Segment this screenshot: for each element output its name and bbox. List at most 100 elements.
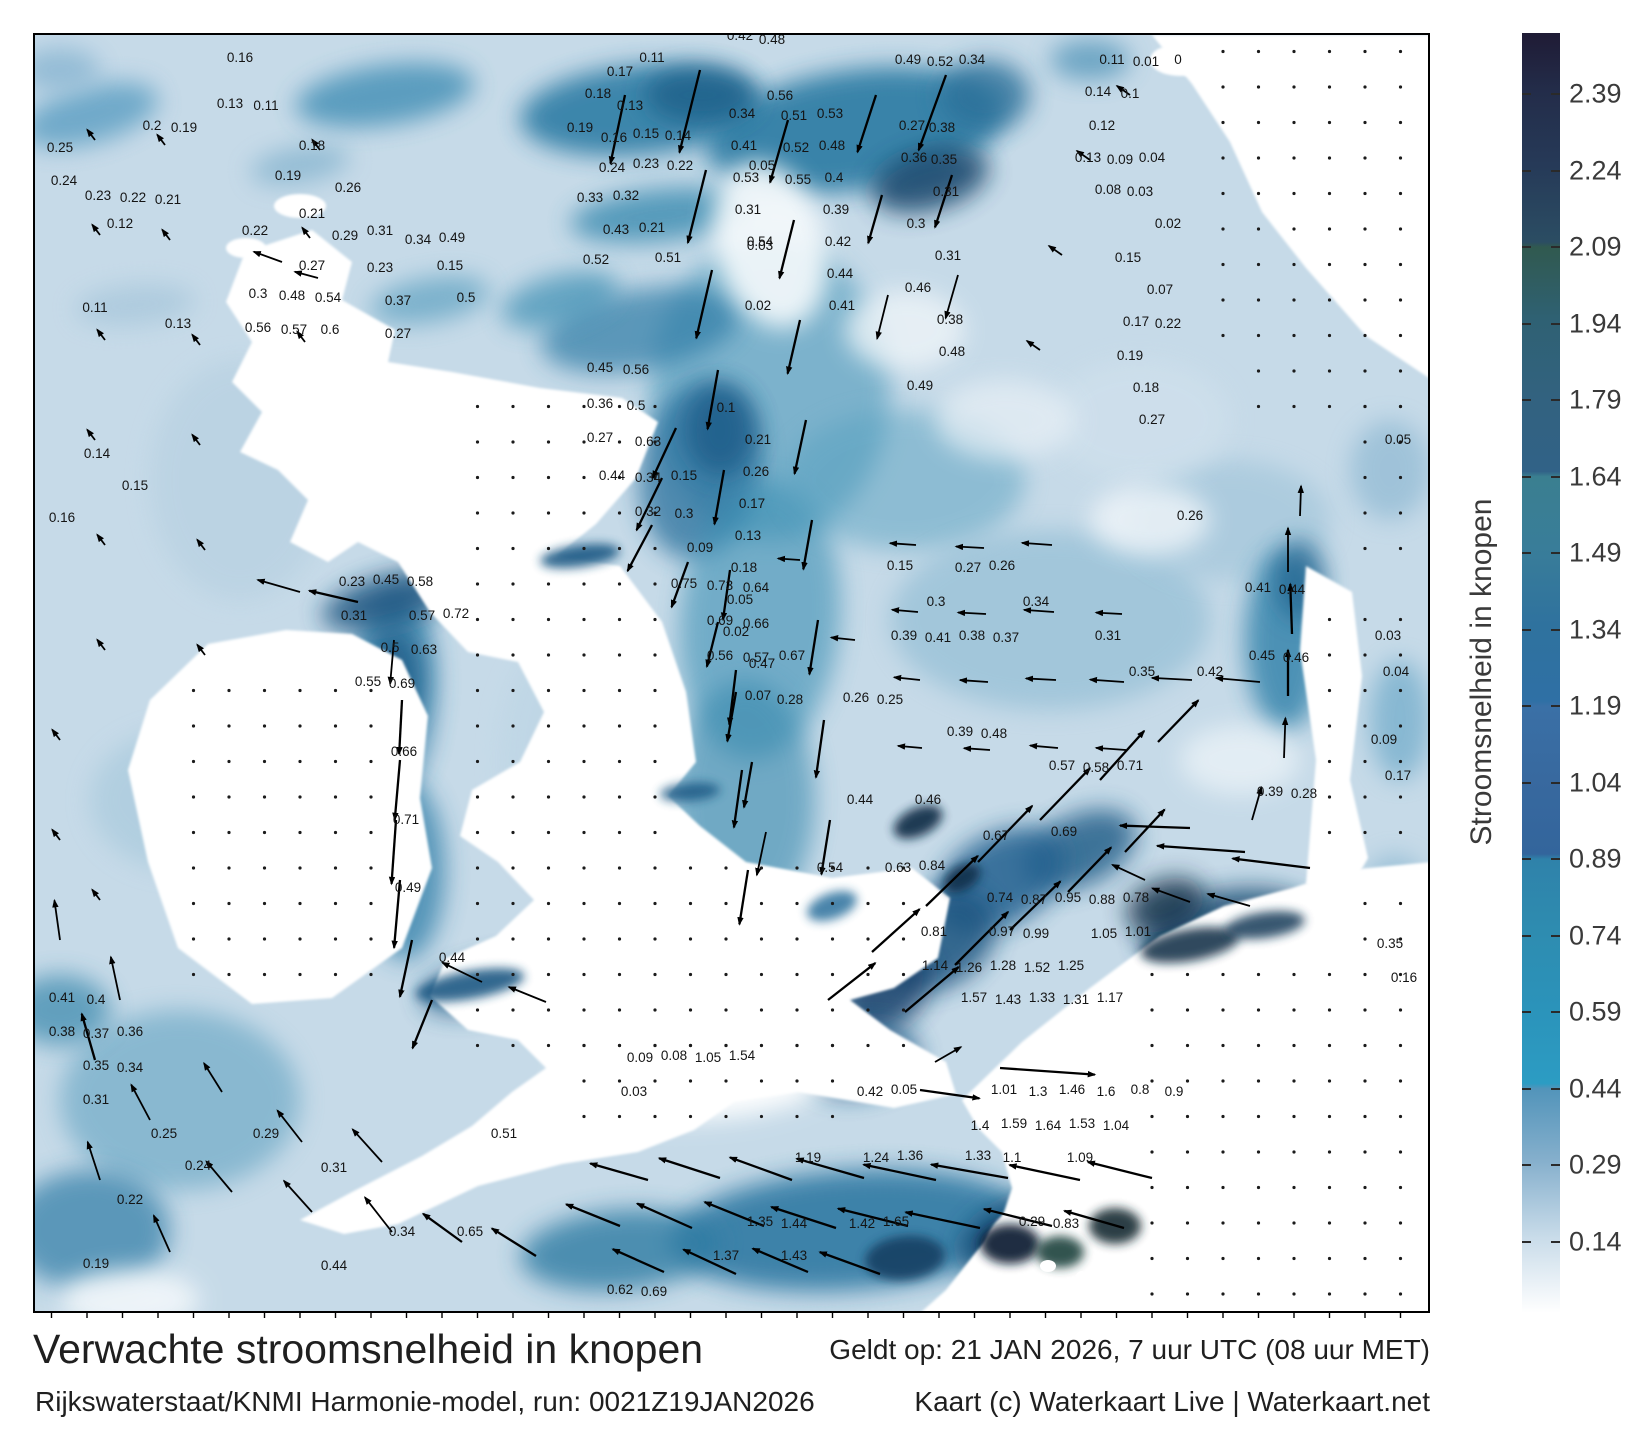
grid-dot [1398,653,1403,657]
grid-dot [759,1079,764,1083]
grid-dot [1398,1079,1403,1083]
grid-dot [582,937,586,941]
grid-dot [653,653,657,657]
current-arrow [875,294,889,341]
grid-dot [1256,298,1261,302]
speed-label: 0.72 [443,606,469,621]
speed-label: 1.1 [1003,1150,1022,1165]
current-arrow [608,94,627,165]
sea-current-blob [1126,877,1204,933]
grid-dot [1363,617,1367,622]
current-arrow [1047,244,1063,256]
speed-label: 0.25 [151,1126,177,1141]
speed-label: 1.19 [795,1150,821,1165]
grid-dot [653,1043,657,1048]
land-island [226,238,266,258]
speed-label: 0.31 [341,608,367,623]
grid-dot [1398,227,1403,231]
current-arrow [1094,745,1127,752]
grid-dot [617,937,622,941]
grid-dot [1363,191,1367,196]
grid-dot [1363,49,1367,54]
grid-dot [724,866,728,870]
grid-dot [1292,369,1296,373]
current-arrow [686,169,708,245]
speed-label: 0.15 [633,126,659,141]
grid-dot [1256,1114,1261,1119]
grid-dot [1398,1114,1403,1119]
speed-label: 0.14 [84,446,111,461]
speed-label: 0.24 [51,173,78,188]
grid-dot [1327,191,1332,196]
speed-label: 0.23 [367,260,393,275]
grid-dot [688,1114,693,1119]
current-arrow [1024,675,1057,682]
speed-label: 1.44 [781,1216,808,1231]
speed-label: 1.43 [781,1248,807,1263]
grid-dot [475,688,480,693]
grid-dot [1363,1114,1367,1119]
grid-dot [1363,156,1367,160]
grid-dot [724,1008,728,1012]
speed-label: 0.41 [829,298,855,313]
grid-dot [1398,795,1403,799]
grid-dot [582,653,586,657]
speed-label: 0.42 [1197,664,1223,679]
current-arrow [256,578,301,593]
colorbar-tick-label: 2.39 [1569,78,1622,109]
current-arrow [1150,675,1193,682]
speed-label: 0.08 [661,1048,687,1063]
current-arrow [958,677,989,684]
colorbar-tick-mark [1551,781,1560,784]
speed-label: 0.46 [905,280,931,295]
grid-dot [653,972,657,977]
grid-dot [1327,369,1332,373]
speed-label: 0.21 [155,192,181,207]
speed-label: 0.57 [409,608,435,623]
grid-dot [1256,1256,1261,1261]
colorbar-tick-mark [1551,1240,1560,1243]
speed-label: 1.33 [965,1148,991,1163]
colorbar-tick-label: 0.59 [1569,996,1622,1027]
current-arrow [836,1207,909,1228]
speed-label: 0.19 [275,168,301,183]
grid-dot [1398,369,1403,373]
current-arrow [191,333,201,346]
speed-label: 0.21 [745,432,771,447]
speed-label: 0.38 [49,1024,75,1039]
colorbar-axis-label: Stroomsnelheid in knopen [1465,498,1498,846]
speed-label: 0.78 [1123,890,1149,905]
speed-label: 0.49 [395,880,421,895]
speed-label: 0.05 [891,1082,917,1097]
speed-label: 0.07 [745,688,771,703]
land-island [1150,44,1210,76]
grid-dot [1292,191,1296,196]
speed-label: 0.11 [1099,52,1124,67]
current-arrow [871,908,921,953]
speed-label: 0.16 [1391,970,1417,985]
sea-current-blob [871,147,989,213]
speed-label: 0.28 [777,692,803,707]
grid-dot [1150,1221,1154,1225]
colorbar-tick-mark [1522,399,1531,402]
grid-dot [1221,227,1225,231]
grid-dot [830,1114,835,1119]
grid-dot [617,830,622,835]
speed-label: 0.15 [437,258,463,273]
colorbar-tick-mark [1551,552,1560,555]
grid-dot [511,759,515,764]
map-canvas: 0.25 0.24 0.23 0.22 0.21 0.12 0.2 0.19 0.16 0.13 0… [33,33,1430,1313]
grid-dot [1327,298,1332,302]
grid-dot [795,972,799,977]
speed-label: 0.43 [603,222,629,237]
current-arrow [1022,607,1055,614]
grid-dot [1292,1114,1296,1119]
grid-dot [475,440,480,444]
grid-dot [1327,972,1332,977]
grid-dot [1363,1150,1367,1154]
speed-label: 0.03 [747,238,773,253]
grid-dot [1363,972,1367,977]
current-arrow [363,1196,393,1233]
current-arrow [307,589,359,604]
grid-dot [1292,1292,1296,1296]
